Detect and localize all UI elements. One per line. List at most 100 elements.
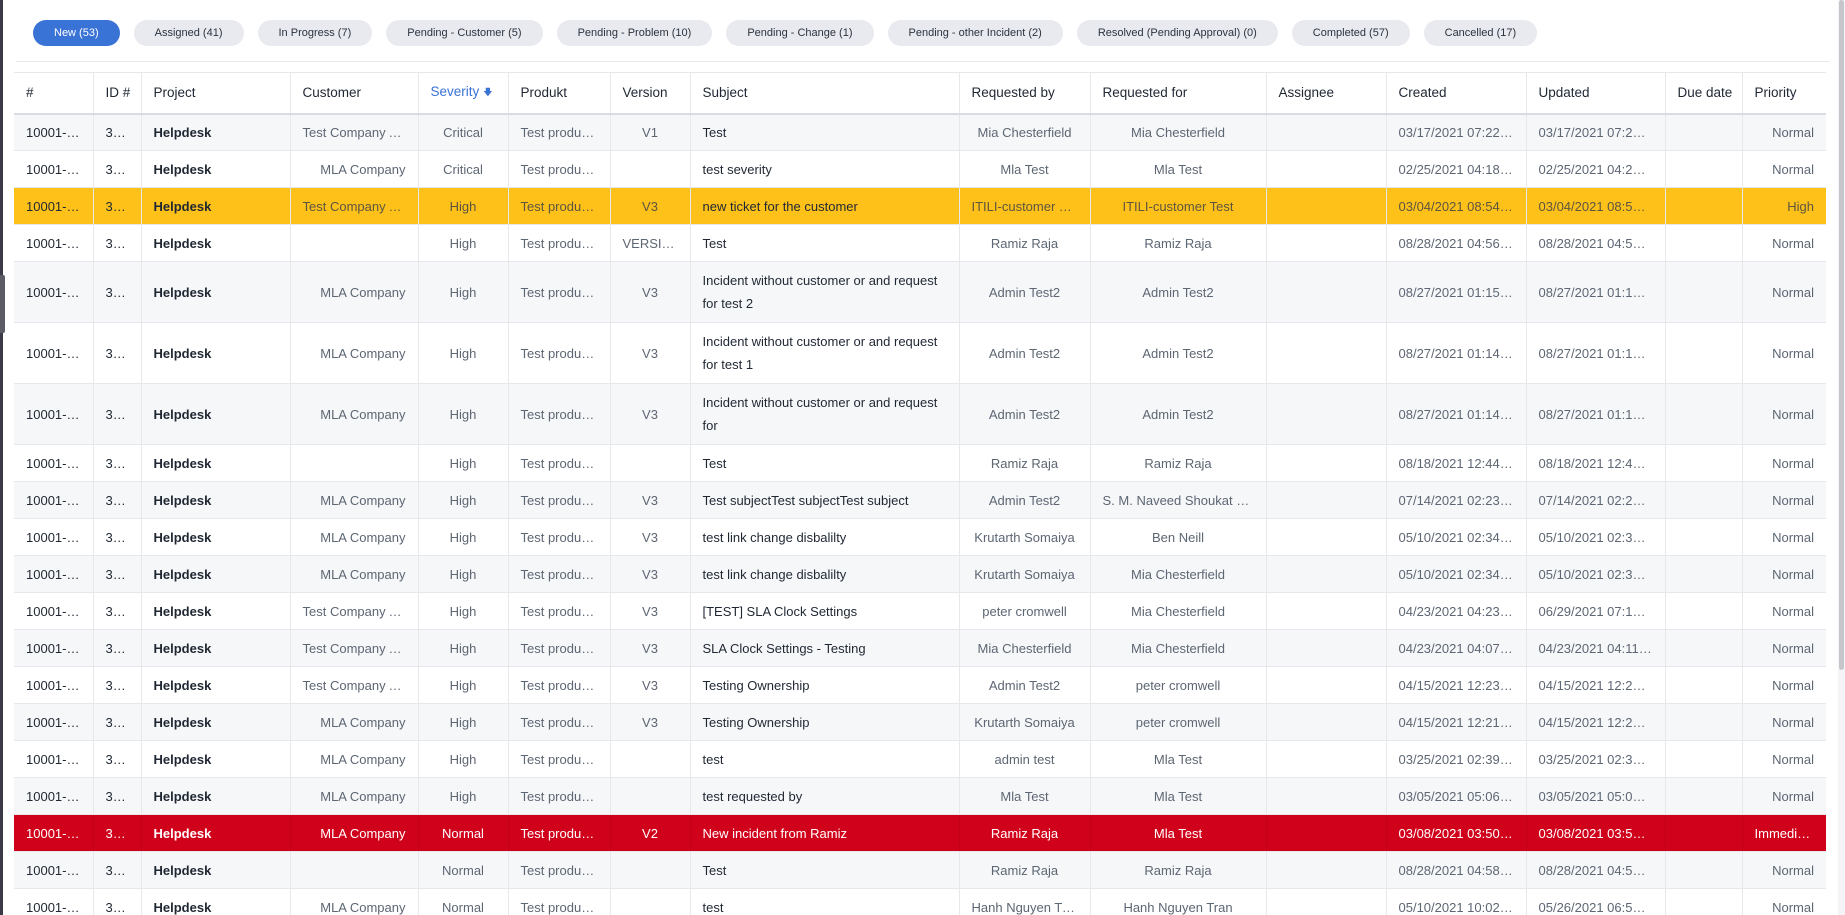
ticket-id-cell: 3602 — [93, 851, 142, 889]
ticket-number-cell: 10001-213 — [14, 481, 94, 519]
tab-0[interactable]: New (53) — [33, 20, 120, 46]
ticket-number-cell: 10001-84 — [14, 814, 94, 852]
tab-8[interactable]: Completed (57) — [1291, 20, 1410, 46]
table-row[interactable]: 10001-86 3249 Helpdesk Test Company ABC Crit… — [14, 113, 1826, 151]
table-row[interactable]: 10001-84 3243 Helpdesk MLA Company Normal Tes… — [14, 814, 1826, 852]
produkt-cell: Test product 1 — [508, 187, 611, 225]
column-header-number[interactable]: # — [14, 72, 94, 115]
ticket-number-cell: 10001-222 — [14, 444, 94, 482]
due-date-cell — [1665, 150, 1743, 188]
created-cell: 04/23/2021 04:23 PM — [1386, 592, 1527, 630]
requested-by-cell: Admin Test2 — [959, 383, 1091, 445]
severity-cell: High — [418, 383, 509, 445]
requested-by-cell: Admin Test2 — [959, 261, 1091, 323]
tab-2[interactable]: In Progress (7) — [257, 20, 373, 46]
table-row[interactable]: 10001-224 3596 Helpdesk MLA Company High Test… — [14, 322, 1826, 384]
version-cell: V3 — [610, 666, 691, 704]
customer-cell: MLA Company — [290, 777, 419, 815]
tab-9[interactable]: Cancelled (17) — [1423, 20, 1538, 46]
version-cell — [610, 777, 691, 815]
table-row[interactable]: 10001-80 3238 Helpdesk Test Company ABC High… — [14, 187, 1826, 225]
severity-cell: High — [418, 444, 509, 482]
assignee-cell — [1266, 666, 1387, 704]
table-row[interactable]: 10001-125 3394 Helpdesk MLA Company High Test… — [14, 703, 1826, 741]
tab-7[interactable]: Resolved (Pending Approval) (0) — [1076, 20, 1278, 46]
column-header-project[interactable]: Project — [141, 72, 291, 115]
due-date-cell — [1665, 261, 1743, 323]
table-row[interactable]: 10001-129 3399 Helpdesk Test Company ABC Hig… — [14, 592, 1826, 630]
produkt-cell: Test product 1 — [508, 777, 611, 815]
scrollbar-thumb[interactable] — [1839, 0, 1844, 670]
subject-cell: test severity — [690, 150, 960, 188]
updated-cell: 03/17/2021 07:22 PM — [1526, 113, 1666, 151]
column-header-subject[interactable]: Subject — [690, 72, 960, 115]
column-header-requested-for[interactable]: Requested for — [1090, 72, 1267, 115]
tab-1[interactable]: Assigned (41) — [133, 20, 244, 46]
created-cell: 08/28/2021 04:58 PM — [1386, 851, 1527, 889]
updated-cell: 08/28/2021 04:56 PM — [1526, 224, 1666, 262]
column-header-updated[interactable]: Updated — [1526, 72, 1666, 115]
customer-cell — [290, 444, 419, 482]
table-row[interactable]: 10001-223 3595 Helpdesk MLA Company High Test… — [14, 383, 1826, 445]
version-cell — [610, 740, 691, 778]
due-date-cell — [1665, 703, 1743, 741]
column-header-created[interactable]: Created — [1386, 72, 1527, 115]
table-row[interactable]: 10001-157 3445 Helpdesk MLA Company Normal Te… — [14, 888, 1826, 915]
column-header-produkt[interactable]: Produkt — [508, 72, 611, 115]
table-row[interactable]: 10001-155 3439 Helpdesk MLA Company High Test… — [14, 518, 1826, 556]
column-header-severity[interactable]: Severity 🡇 — [418, 72, 509, 115]
requested-for-cell: S. M. Naveed Shoukat Zaidi — [1090, 481, 1267, 519]
subject-cell: Incident without customer or and request… — [690, 383, 960, 445]
priority-cell: Normal — [1742, 444, 1826, 482]
priority-cell: Normal — [1742, 518, 1826, 556]
table-row[interactable]: 10001-82 3241 Helpdesk MLA Company High Test … — [14, 777, 1826, 815]
column-header-customer[interactable]: Customer — [290, 72, 419, 115]
priority-cell: Normal — [1742, 322, 1826, 384]
customer-cell — [290, 224, 419, 262]
side-panel-handle[interactable] — [0, 275, 5, 333]
table-row[interactable]: 10001-71 3223 Helpdesk MLA Company Critical T… — [14, 150, 1826, 188]
assignee-cell — [1266, 518, 1387, 556]
column-header-assignee[interactable]: Assignee — [1266, 72, 1387, 115]
customer-cell: MLA Company — [290, 888, 419, 915]
requested-by-cell: Mia Chesterfield — [959, 629, 1091, 667]
column-header-requested-by[interactable]: Requested by — [959, 72, 1091, 115]
produkt-cell: Test product 3 — [508, 888, 611, 915]
table-row[interactable]: 10001-228 3602 Helpdesk Normal Test product … — [14, 851, 1826, 889]
tab-5[interactable]: Pending - Change (1) — [726, 20, 874, 46]
subject-cell: Incident without customer or and request… — [690, 322, 960, 384]
tab-4[interactable]: Pending - Problem (10) — [556, 20, 713, 46]
severity-cell: Normal — [418, 888, 509, 915]
subject-cell: test link change disbalilty — [690, 518, 960, 556]
customer-cell: Test Company ABC — [290, 592, 419, 630]
table-row[interactable]: 10001-127 3396 Helpdesk Test Company ABC Hig… — [14, 666, 1826, 704]
table-row[interactable]: 10001-154 3438 Helpdesk MLA Company High Test… — [14, 555, 1826, 593]
table-row[interactable]: 10001-213 3557 Helpdesk MLA Company High Test… — [14, 481, 1826, 519]
due-date-cell — [1665, 113, 1743, 151]
tab-6[interactable]: Pending - other Incident (2) — [887, 20, 1063, 46]
due-date-cell — [1665, 187, 1743, 225]
column-header-due-date[interactable]: Due date — [1665, 72, 1743, 115]
project-cell: Helpdesk — [141, 592, 291, 630]
requested-for-cell: Admin Test2 — [1090, 261, 1267, 323]
priority-cell: Normal — [1742, 703, 1826, 741]
assignee-cell — [1266, 814, 1387, 852]
tab-3[interactable]: Pending - Customer (5) — [386, 20, 543, 46]
ticket-number-cell: 10001-155 — [14, 518, 94, 556]
column-header-id[interactable]: ID # — [93, 72, 142, 115]
project-cell: Helpdesk — [141, 481, 291, 519]
priority-cell: Normal — [1742, 481, 1826, 519]
assignee-cell — [1266, 629, 1387, 667]
priority-cell: Normal — [1742, 150, 1826, 188]
version-cell: V3 — [610, 187, 691, 225]
table-row[interactable]: 10001-222 3589 Helpdesk High Test product 3 T… — [14, 444, 1826, 482]
ticket-id-cell: 3601 — [93, 224, 142, 262]
table-row[interactable]: 10001-225 3597 Helpdesk MLA Company High Test… — [14, 261, 1826, 323]
table-row[interactable]: 10001-128 3398 Helpdesk Test Company ABC Hig… — [14, 629, 1826, 667]
subject-cell: new ticket for the customer — [690, 187, 960, 225]
requested-by-cell: Mla Test — [959, 777, 1091, 815]
table-row[interactable]: 10001-103 3318 Helpdesk MLA Company High Test… — [14, 740, 1826, 778]
column-header-priority[interactable]: Priority — [1742, 72, 1826, 115]
column-header-version[interactable]: Version — [610, 72, 691, 115]
